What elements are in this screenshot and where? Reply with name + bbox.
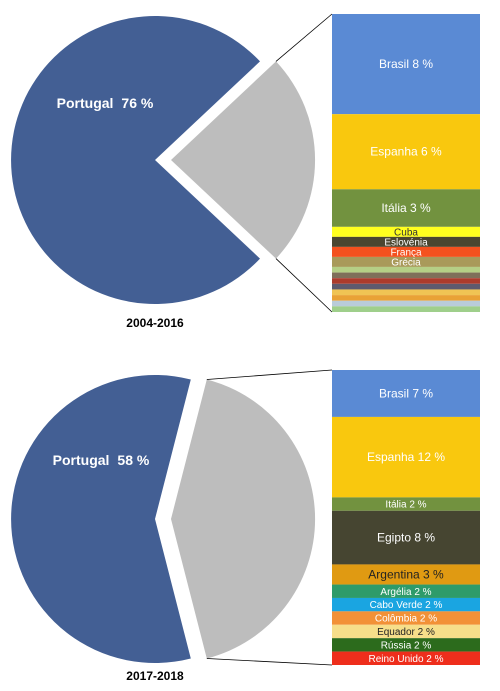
bar-segment (332, 289, 480, 296)
connector-line-bottom (206, 658, 333, 666)
bar-segment-label: Grécia (391, 257, 421, 268)
bar-segment (332, 497, 480, 511)
connector-line-top (206, 369, 333, 380)
bar-segment (332, 611, 480, 625)
bar-segment-label: Cuba (394, 227, 418, 238)
bar-segment-label: Reino Unido 2 % (368, 654, 443, 665)
bar-segment (332, 246, 480, 257)
bar-segment (332, 278, 480, 284)
connector-line-top (275, 13, 333, 62)
bar-segment (332, 597, 480, 612)
bar-segment-label: Cabo Verde 2 % (370, 600, 443, 611)
connector-line-bottom (275, 258, 333, 313)
bar-segment (332, 510, 480, 565)
pie-label-portugal: Portugal 58 % (53, 452, 150, 468)
stacked-bar: Brasil 8 % Espanha 6 % Itália 3 % CubaEslov… (332, 14, 480, 312)
bar-segment (332, 114, 480, 190)
chart-2017-2018: Brasil 7 % Espanha 12 % Itália 2 % Egipto 8… (11, 369, 480, 683)
bar-segment-label: Itália 3 % (381, 201, 431, 215)
bar-segment-label: França (390, 247, 422, 258)
bar-segment (332, 189, 480, 227)
period-label: 2017-2018 (126, 669, 184, 683)
pie-slice-others (171, 379, 316, 659)
bar-segment (332, 370, 480, 417)
bar-segment-label: Espanha 6 % (370, 145, 442, 159)
bar-segment (332, 236, 480, 247)
bar-segment-label: Argentina 3 % (368, 567, 444, 581)
bar-segment (332, 283, 480, 290)
bar-segment-label: Argélia 2 % (380, 587, 431, 598)
bar-segment (332, 564, 480, 585)
bar-segment (332, 266, 480, 273)
pie-slice-others (171, 61, 316, 259)
pie-slice-portugal (11, 16, 260, 305)
bar-segment (332, 14, 480, 115)
stacked-bar: Brasil 7 % Espanha 12 % Itália 2 % Egipto 8… (332, 370, 480, 665)
bar-segment-label: Itália 2 % (385, 500, 426, 511)
period-label: 2004-2016 (126, 316, 184, 330)
pie-label-portugal: Portugal 76 % (57, 95, 154, 111)
bar-segment (332, 651, 480, 665)
bar-segment-label: Equador 2 % (377, 627, 435, 638)
bar-segment-label: Eslovénia (384, 237, 428, 248)
bar-segment-label: Brasil 8 % (379, 57, 433, 71)
bar-segment (332, 306, 480, 312)
bar-segment (332, 624, 480, 639)
bar-segment (332, 226, 480, 237)
pie-slice-portugal (11, 374, 191, 664)
bar-segment (332, 416, 480, 498)
bar-segment (332, 272, 480, 279)
bar-segment (332, 256, 480, 267)
bar-segment (332, 584, 480, 598)
bar-segment-label: Brasil 7 % (379, 386, 433, 400)
bar-segment (332, 295, 480, 301)
bar-segment-label: Egipto 8 % (377, 531, 435, 545)
bar-segment-label: Colômbia 2 % (375, 614, 437, 625)
bar-segment (332, 300, 480, 307)
chart-2004-2016: Brasil 8 % Espanha 6 % Itália 3 % CubaEslov… (11, 13, 480, 330)
bar-segment-label: Rússia 2 % (381, 640, 432, 651)
bar-segment (332, 638, 480, 652)
bar-segment-label: Espanha 12 % (367, 450, 445, 464)
